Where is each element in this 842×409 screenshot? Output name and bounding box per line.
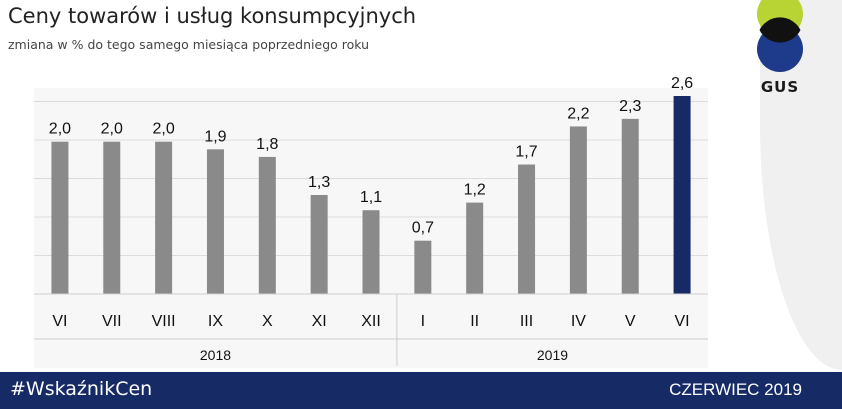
- value-label: 2,0: [101, 121, 123, 138]
- bar: [518, 164, 536, 294]
- value-label: 1,2: [464, 182, 486, 199]
- month-label: III: [520, 313, 533, 330]
- bar: [310, 195, 328, 294]
- value-label: 1,3: [308, 174, 330, 191]
- bar: [673, 96, 691, 294]
- logo-text: GUS: [760, 78, 800, 96]
- value-label: 2,6: [671, 75, 693, 92]
- value-label: 2,0: [49, 121, 71, 138]
- value-label: 1,8: [256, 136, 278, 153]
- month-label: VII: [102, 313, 122, 330]
- month-label: VIII: [152, 313, 176, 330]
- bar: [466, 202, 484, 294]
- month-label: VI: [52, 313, 67, 330]
- month-label: VI: [675, 313, 690, 330]
- value-label: 1,9: [204, 128, 226, 145]
- year-label: 2018: [200, 347, 231, 363]
- bar: [569, 126, 587, 294]
- month-label: II: [470, 313, 479, 330]
- chart-title: Ceny towarów i usług konsumpcyjnych: [8, 4, 417, 28]
- bar: [362, 210, 380, 294]
- value-label: 2,0: [152, 121, 174, 138]
- value-label: 2,3: [619, 98, 641, 115]
- month-label: X: [262, 313, 273, 330]
- month-label: IV: [571, 313, 586, 330]
- bar: [206, 149, 224, 294]
- bar: [621, 118, 639, 294]
- month-label: V: [625, 313, 636, 330]
- bar-chart: 2,0VI2,0VII2,0VIII1,9IX1,8X1,3XI1,1XII0,…: [34, 75, 708, 368]
- footer-date: CZERWIEC 2019: [669, 380, 802, 399]
- bar: [414, 240, 432, 294]
- bar: [155, 141, 173, 294]
- bar: [103, 141, 121, 294]
- value-label: 0,7: [412, 220, 434, 237]
- gus-logo-icon: [757, 0, 803, 72]
- bar: [258, 156, 276, 294]
- year-label: 2019: [537, 347, 568, 363]
- footer-hashtag: #WskaźnikCen: [10, 378, 153, 400]
- month-label: I: [421, 313, 425, 330]
- value-label: 1,1: [360, 189, 382, 206]
- month-label: IX: [208, 313, 223, 330]
- chart-subtitle: zmiana w % do tego samego miesiąca poprz…: [8, 37, 370, 52]
- value-label: 1,7: [515, 144, 537, 161]
- bar: [51, 141, 69, 294]
- month-label: XI: [312, 313, 327, 330]
- month-label: XII: [361, 313, 381, 330]
- value-label: 2,2: [567, 105, 589, 122]
- footer-bar: #WskaźnikCen CZERWIEC 2019: [0, 372, 842, 409]
- logo-overlap: [759, 17, 801, 43]
